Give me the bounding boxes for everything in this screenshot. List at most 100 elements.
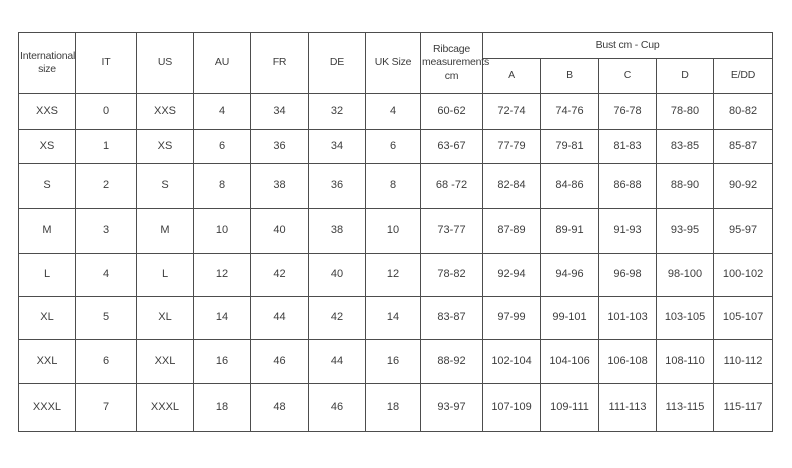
cell-cup-d: 113-115	[656, 383, 714, 432]
cell-cup-c: 111-113	[598, 383, 657, 432]
cell-cup-a: 87-89	[482, 208, 541, 254]
cell-cup-e-dd: 95-97	[712, 208, 774, 254]
col-header-international-size: International size	[18, 32, 76, 94]
cell-fr: 40	[250, 208, 309, 254]
col-header-ribcage: Ribcage measurements cm	[420, 32, 489, 94]
cell-cup-d: 103-105	[656, 296, 714, 340]
table-row: XXS 0 XXS 4 34 32 4 60-62 72-74 74-76 76-78 78-80 80…	[18, 93, 774, 130]
cell-au: 4	[193, 93, 251, 130]
cell-ribcage: 78-82	[420, 253, 483, 297]
cell-uk-size: 10	[365, 208, 421, 254]
col-header-cup-a: A	[482, 58, 541, 94]
col-header-de: DE	[308, 32, 366, 94]
table-row: L 4 L 12 42 40 12 78-82 92-94 94-96 96-98 98-100 100…	[18, 253, 774, 297]
cell-fr: 34	[250, 93, 309, 130]
cell-it: 7	[75, 383, 137, 432]
cell-de: 44	[308, 339, 366, 384]
cell-fr: 36	[250, 129, 309, 164]
cell-cup-d: 83-85	[656, 129, 714, 164]
col-header-it: IT	[75, 32, 137, 94]
cell-de: 42	[308, 296, 366, 340]
cell-us: L	[136, 253, 194, 297]
cell-us: XS	[136, 129, 194, 164]
col-header-cup-c: C	[598, 58, 657, 94]
cell-au: 18	[193, 383, 251, 432]
cell-de: 40	[308, 253, 366, 297]
cell-cup-e-dd: 80-82	[712, 93, 774, 130]
cell-cup-e-dd: 100-102	[712, 253, 774, 297]
col-header-us: US	[136, 32, 194, 94]
cell-cup-d: 108-110	[656, 339, 714, 384]
cell-cup-b: 74-76	[540, 93, 599, 130]
cell-intl-size: XL	[18, 296, 76, 340]
cell-intl-size: L	[18, 253, 76, 297]
cell-cup-b: 89-91	[540, 208, 599, 254]
cell-cup-e-dd: 110-112	[712, 339, 774, 384]
cell-intl-size: XXXL	[18, 383, 76, 432]
cell-ribcage: 60-62	[420, 93, 483, 130]
cell-cup-a: 92-94	[482, 253, 541, 297]
col-header-cup-e-dd: E/DD	[712, 58, 774, 94]
col-header-cup-d: D	[656, 58, 714, 94]
cell-it: 4	[75, 253, 137, 297]
cell-de: 34	[308, 129, 366, 164]
cell-us: XXS	[136, 93, 194, 130]
cell-us: S	[136, 163, 194, 209]
cell-cup-b: 79-81	[540, 129, 599, 164]
cell-au: 12	[193, 253, 251, 297]
cell-ribcage: 63-67	[420, 129, 483, 164]
cell-cup-b: 84-86	[540, 163, 599, 209]
table-row: S 2 S 8 38 36 8 68 -72 82-84 84-86 86-88 88-90 90-92	[18, 163, 774, 209]
cell-cup-a: 97-99	[482, 296, 541, 340]
cell-it: 2	[75, 163, 137, 209]
cell-de: 46	[308, 383, 366, 432]
cell-ribcage: 73-77	[420, 208, 483, 254]
table-row: M 3 M 10 40 38 10 73-77 87-89 89-91 91-93 93-95 95-9…	[18, 208, 774, 254]
cell-au: 10	[193, 208, 251, 254]
col-header-au: AU	[193, 32, 251, 94]
cell-de: 36	[308, 163, 366, 209]
cell-intl-size: S	[18, 163, 76, 209]
cell-cup-d: 88-90	[656, 163, 714, 209]
cell-us: XXL	[136, 339, 194, 384]
cell-intl-size: XXS	[18, 93, 76, 130]
table-row: XL 5 XL 14 44 42 14 83-87 97-99 99-101 101-103 103-…	[18, 296, 774, 340]
cell-fr: 44	[250, 296, 309, 340]
cell-uk-size: 8	[365, 163, 421, 209]
cell-cup-b: 94-96	[540, 253, 599, 297]
cell-cup-c: 101-103	[598, 296, 657, 340]
cell-it: 5	[75, 296, 137, 340]
header-row-cups: A B C D E/DD	[19, 58, 774, 94]
cell-uk-size: 4	[365, 93, 421, 130]
cell-au: 16	[193, 339, 251, 384]
cell-cup-e-dd: 115-117	[712, 383, 774, 432]
cell-cup-a: 82-84	[482, 163, 541, 209]
cell-au: 8	[193, 163, 251, 209]
col-header-bust-cup-group: Bust cm - Cup	[481, 32, 774, 59]
cell-cup-a: 107-109	[482, 383, 541, 432]
cell-intl-size: XXL	[18, 339, 76, 384]
size-chart-body: XXS 0 XXS 4 34 32 4 60-62 72-74 74-76 76-78 78-80 80…	[18, 93, 774, 432]
cell-cup-d: 93-95	[656, 208, 714, 254]
cell-ribcage: 68 -72	[420, 163, 483, 209]
cell-cup-b: 109-111	[540, 383, 599, 432]
cell-it: 0	[75, 93, 137, 130]
cell-cup-e-dd: 85-87	[712, 129, 774, 164]
cell-cup-d: 98-100	[656, 253, 714, 297]
cell-de: 32	[308, 93, 366, 130]
cell-intl-size: M	[18, 208, 76, 254]
cell-cup-e-dd: 105-107	[712, 296, 774, 340]
cell-cup-c: 96-98	[598, 253, 657, 297]
cell-it: 3	[75, 208, 137, 254]
col-header-uk-size: UK Size	[365, 32, 421, 94]
cell-de: 38	[308, 208, 366, 254]
cell-uk-size: 16	[365, 339, 421, 384]
table-row: XS 1 XS 6 36 34 6 63-67 77-79 79-81 81-83 83-85 85-8…	[18, 129, 774, 164]
table-row: XXL 6 XXL 16 46 44 16 88-92 102-104 104-106 106-10…	[18, 339, 774, 384]
cell-cup-c: 76-78	[598, 93, 657, 130]
col-header-cup-b: B	[540, 58, 599, 94]
cell-cup-e-dd: 90-92	[712, 163, 774, 209]
cell-uk-size: 18	[365, 383, 421, 432]
size-chart-table: International size IT US AU FR DE UK Siz…	[18, 32, 774, 432]
cell-cup-a: 77-79	[482, 129, 541, 164]
